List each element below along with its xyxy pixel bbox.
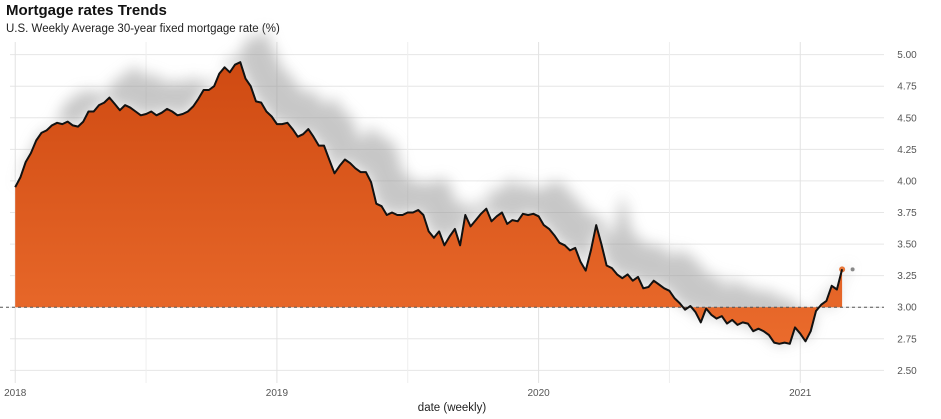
- area-series: [15, 62, 843, 344]
- uncertainty-shadow: [15, 30, 851, 344]
- x-tick-label: 2021: [789, 388, 812, 399]
- y-tick-label: 5.00: [897, 50, 917, 61]
- x-tick-label: 2019: [266, 388, 289, 399]
- y-tick-label: 3.50: [897, 240, 917, 251]
- x-tick-label: 2020: [527, 388, 550, 399]
- x-axis-label: date (weekly): [418, 402, 487, 414]
- rate-area: [15, 62, 843, 344]
- y-tick-label: 3.75: [897, 208, 917, 219]
- y-tick-label: 4.00: [897, 176, 917, 187]
- rate-line: [14, 61, 844, 345]
- y-axis-ticks: 2.50 2.75 3.00 3.25 3.50 3.75 4.00 4.25 4.50 4.75…: [897, 50, 917, 377]
- shadow-band: [15, 30, 851, 344]
- y-tick-label: 4.25: [897, 145, 917, 156]
- y-tick-label: 2.75: [897, 334, 917, 345]
- chart-title: Mortgage rates Trends: [6, 2, 167, 19]
- projection-point: [850, 267, 855, 272]
- x-axis-ticks: 2018 2019 2020 2021: [4, 388, 812, 399]
- y-tick-label: 2.50: [897, 366, 917, 377]
- y-tick-label: 3.00: [897, 303, 917, 314]
- y-tick-label: 4.75: [897, 82, 917, 93]
- chart-subtitle: U.S. Weekly Average 30-year fixed mortga…: [6, 23, 280, 35]
- line-series: [14, 61, 844, 345]
- x-tick-label: 2018: [4, 388, 27, 399]
- y-tick-label: 3.25: [897, 271, 917, 282]
- y-tick-label: 4.50: [897, 113, 917, 124]
